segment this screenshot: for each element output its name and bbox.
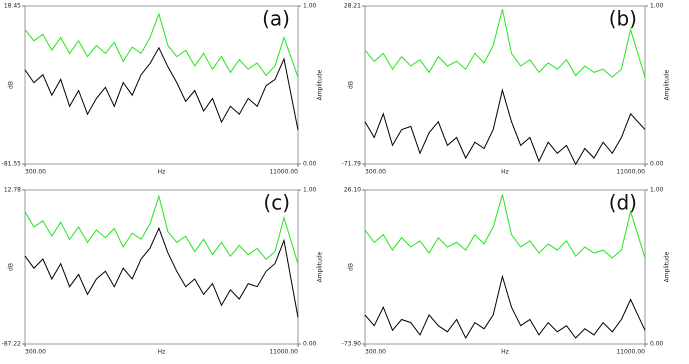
y2-tick-label: 0.00 — [303, 161, 317, 168]
plot-area — [24, 5, 299, 165]
x-tick-label: 11000.00 — [269, 349, 298, 356]
y-tick-label: 28.21 — [344, 3, 361, 10]
y2-tick-label: 1.00 — [303, 3, 317, 10]
y2-axis-title: Amplitude — [664, 69, 671, 100]
y-tick-label: 12.78 — [4, 187, 21, 194]
spectrum-line — [24, 226, 299, 318]
spectrum-line — [24, 46, 299, 131]
x-tick-label: 11000.00 — [269, 169, 298, 176]
x-axis-title: Hz — [158, 169, 166, 176]
plot-area — [364, 5, 646, 165]
y-tick-label: -87.22 — [2, 341, 22, 348]
y-tick-label: 26.10 — [344, 187, 361, 194]
y-tick-label: -73.90 — [342, 341, 362, 348]
x-tick-label: 300.00 — [365, 169, 386, 176]
x-tick-label: 11000.00 — [616, 349, 645, 356]
y2-tick-label: 0.00 — [303, 341, 317, 348]
y2-axis-title: Amplitude — [317, 69, 324, 100]
spectrum-line — [364, 274, 646, 340]
y2-axis-title: Amplitude — [664, 251, 671, 282]
y-axis-title: dB — [348, 81, 355, 89]
spectrum-line — [364, 194, 646, 259]
y2-tick-label: 1.00 — [650, 187, 664, 194]
x-tick-label: 300.00 — [25, 349, 46, 356]
spectrum-line — [24, 12, 299, 78]
y-tick-label: -81.55 — [2, 161, 22, 168]
spectrum-line — [364, 88, 646, 166]
plot-area — [364, 189, 646, 345]
y2-tick-label: 1.00 — [650, 3, 664, 10]
y-axis-title: dB — [348, 263, 355, 271]
y-tick-label: 18.45 — [4, 3, 21, 10]
y2-tick-label: 1.00 — [303, 187, 317, 194]
x-axis-title: Hz — [158, 349, 166, 356]
y2-tick-label: 0.00 — [650, 341, 664, 348]
spectrum-line — [364, 9, 646, 78]
x-tick-label: 300.00 — [365, 349, 386, 356]
x-tick-label: 300.00 — [25, 169, 46, 176]
y-axis-title: dB — [8, 263, 15, 271]
spectrum-line — [24, 194, 299, 265]
panel-label: (d) — [609, 191, 637, 215]
panel-label: (c) — [263, 191, 290, 215]
panel-label: (b) — [609, 7, 637, 31]
x-axis-title: Hz — [501, 169, 509, 176]
y-axis-title: dB — [8, 81, 15, 89]
x-axis-title: Hz — [501, 349, 509, 356]
y2-tick-label: 0.00 — [650, 161, 664, 168]
plot-area — [24, 189, 299, 345]
y2-axis-title: Amplitude — [317, 251, 324, 282]
y-tick-label: -71.79 — [342, 161, 362, 168]
x-tick-label: 11000.00 — [616, 169, 645, 176]
panel-label: (a) — [262, 7, 290, 31]
